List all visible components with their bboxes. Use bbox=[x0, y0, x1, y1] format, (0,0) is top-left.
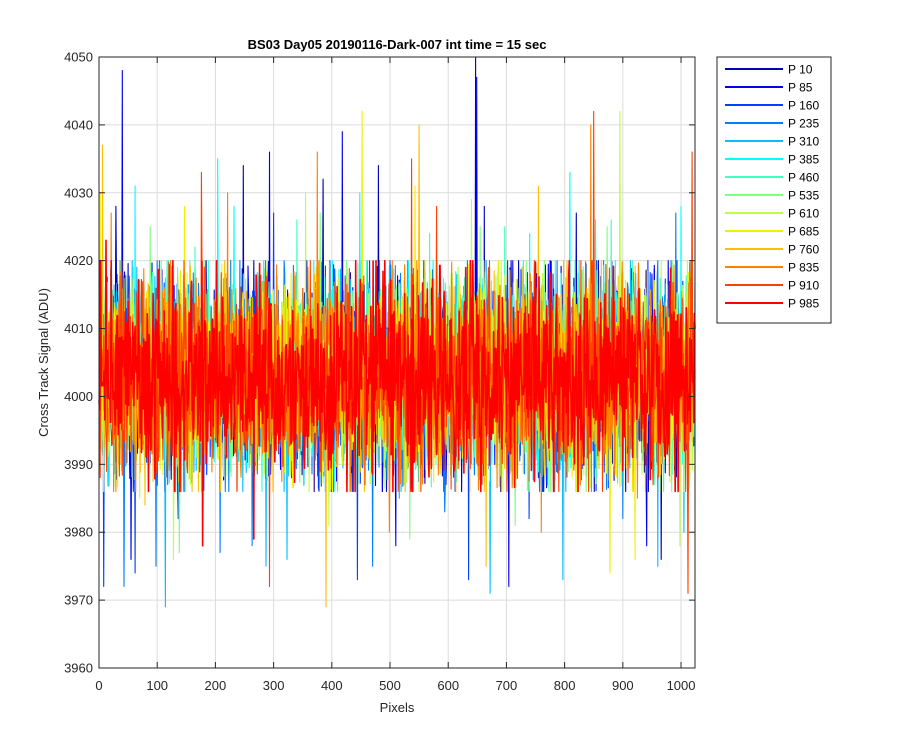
chart-title: BS03 Day05 20190116-Dark-007 int time = … bbox=[248, 37, 547, 52]
legend-entry: P 310 bbox=[788, 135, 819, 149]
legend-entry: P 85 bbox=[788, 81, 813, 95]
legend-box bbox=[716, 56, 832, 324]
y-axis-label: Cross Track Signal (ADU) bbox=[36, 288, 51, 437]
legend-entry: P 835 bbox=[788, 261, 819, 275]
x-tick-label: 1000 bbox=[667, 678, 696, 693]
legend-entry: P 610 bbox=[788, 207, 819, 221]
legend-entry: P 460 bbox=[788, 171, 819, 185]
legend-entry: P 385 bbox=[788, 153, 819, 167]
y-tick-label: 4040 bbox=[64, 117, 93, 132]
y-tick-label: 3970 bbox=[64, 593, 93, 608]
legend-entry: P 910 bbox=[788, 279, 819, 293]
x-tick-label: 100 bbox=[146, 678, 168, 693]
x-tick-label: 700 bbox=[496, 678, 518, 693]
legend: P 10 P 85 P 160 P 235 P 310 P 385 P 460 P 535 P … bbox=[716, 56, 832, 324]
legend-entry: P 760 bbox=[788, 243, 819, 257]
y-tick-label: 4000 bbox=[64, 389, 93, 404]
x-tick-label: 300 bbox=[263, 678, 285, 693]
plot-frame bbox=[98, 56, 696, 669]
x-tick-label: 400 bbox=[321, 678, 343, 693]
x-tick-label: 0 bbox=[95, 678, 102, 693]
legend-entry: P 235 bbox=[788, 117, 819, 131]
y-tick-label: 4030 bbox=[64, 185, 93, 200]
x-tick-label: 800 bbox=[554, 678, 576, 693]
y-tick-label: 4020 bbox=[64, 253, 93, 268]
legend-entry: P 535 bbox=[788, 189, 819, 203]
y-tick-label: 3980 bbox=[64, 525, 93, 540]
x-tick-label: 900 bbox=[612, 678, 634, 693]
x-tick-label: 200 bbox=[205, 678, 227, 693]
x-tick-label: 600 bbox=[437, 678, 459, 693]
ticks: 0 100 200 300 400 500 600 700 800 900 1000 3960 3970… bbox=[64, 50, 695, 694]
x-axis-label: Pixels bbox=[380, 700, 415, 715]
legend-entry: P 985 bbox=[788, 297, 819, 311]
y-tick-label: 3990 bbox=[64, 457, 93, 472]
y-tick-label: 4050 bbox=[64, 50, 93, 65]
legend-entry: P 685 bbox=[788, 225, 819, 239]
y-tick-label: 4010 bbox=[64, 321, 93, 336]
series-layer bbox=[98, 56, 696, 608]
legend-entry: P 160 bbox=[788, 99, 819, 113]
x-tick-label: 500 bbox=[379, 678, 401, 693]
legend-entry: P 10 bbox=[788, 63, 813, 77]
series-line-p985 bbox=[98, 239, 696, 547]
y-tick-label: 3960 bbox=[64, 661, 93, 676]
